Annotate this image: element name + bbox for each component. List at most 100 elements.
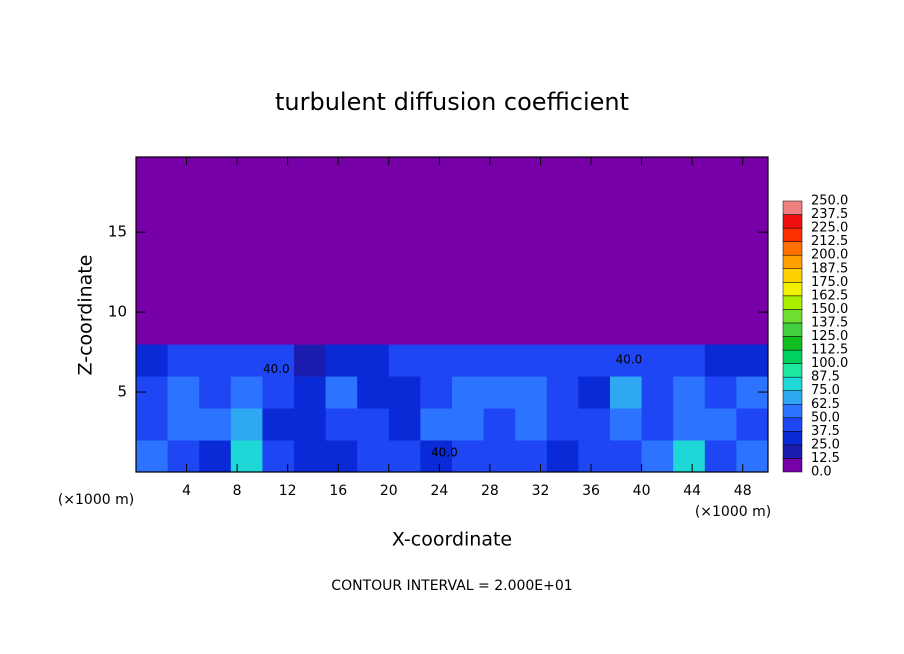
colorbar-tick-label: 25.0 [811,437,840,452]
colorbar-swatch [782,214,803,229]
heatmap-cell [704,248,737,281]
heatmap-cell [546,376,579,409]
colorbar-swatch [782,268,803,283]
heatmap-cell [262,248,295,281]
heatmap-cell [610,216,643,249]
heatmap-cell [357,408,390,441]
x-tick-label: 12 [279,483,297,499]
heatmap-cell [357,248,390,281]
colorbar-swatch [782,390,803,405]
heatmap-cell [578,312,611,345]
heatmap-cell [483,344,516,377]
heatmap-cell [578,280,611,313]
colorbar-swatch [782,254,803,269]
heatmap-cell [704,344,737,377]
heatmap-cell [136,440,169,472]
heatmap-cell [199,344,232,377]
heatmap-cell [704,280,737,313]
colorbar-tick-label: 162.5 [811,288,848,303]
heatmap-cell [610,408,643,441]
heatmap-cell [515,184,548,217]
colorbar-tick-label: 212.5 [811,234,848,249]
heatmap-cell [230,216,263,249]
heatmap-cell [736,157,768,185]
heatmap-cell [483,216,516,249]
heatmap-cell [641,157,674,185]
heatmap-cell [483,157,516,185]
heatmap-cell [641,440,674,472]
heatmap-cell [452,440,485,472]
heatmap-cell [673,408,706,441]
heatmap-cell [515,280,548,313]
heatmap-cell [546,408,579,441]
colorbar-swatch [782,458,803,473]
x-axis-label: X-coordinate [392,529,512,551]
heatmap-cell [388,376,421,409]
colorbar-tick-label: 237.5 [811,207,848,222]
colorbar-tick-label: 175.0 [811,275,848,290]
heatmap-cell [294,344,327,377]
x-tick-label: 44 [683,483,701,499]
heatmap-cell [641,376,674,409]
heatmap-cell [199,408,232,441]
heatmap-cell [578,408,611,441]
heatmap-cell [546,440,579,472]
heatmap-cell [736,440,768,472]
colorbar-tick-label: 75.0 [811,383,840,398]
colorbar-tick-label: 250.0 [811,194,848,209]
heatmap-cell [357,157,390,185]
heatmap-cell [199,157,232,185]
heatmap-cell [136,408,169,441]
colorbar-swatch [782,322,803,337]
heatmap-cell [641,280,674,313]
heatmap-cell [262,344,295,377]
heatmap-cell [546,280,579,313]
heatmap-cell [673,440,706,472]
colorbar-swatch [782,363,803,378]
heatmap-cell [357,344,390,377]
heatmap-cell [420,184,453,217]
heatmap-cell [420,344,453,377]
x-unit-label: (×1000 m) [695,504,771,520]
heatmap-cell [167,280,200,313]
heatmap-cell [136,184,169,217]
heatmap-cell [420,440,453,472]
heatmap-cell [704,376,737,409]
heatmap-cell [578,216,611,249]
heatmap-cell [325,184,358,217]
colorbar-tick-label: 137.5 [811,315,848,330]
heatmap-cell [452,184,485,217]
colorbar-swatch [782,417,803,432]
heatmap-cell [262,216,295,249]
heatmap-cell [610,184,643,217]
heatmap-cell [167,184,200,217]
plot-frame [135,156,769,473]
heatmap-cell [294,408,327,441]
heatmap-cell [515,376,548,409]
heatmap-cell [483,440,516,472]
heatmap-cell [736,248,768,281]
heatmap-cell [704,312,737,345]
colorbar-swatch [782,349,803,364]
heatmap-cell [199,280,232,313]
colorbar-swatch [782,227,803,242]
heatmap-cell [546,248,579,281]
heatmap-cell [546,344,579,377]
heatmap-cell [515,216,548,249]
heatmap-cell [388,184,421,217]
heatmap-cell [325,408,358,441]
colorbar-swatch [782,295,803,310]
heatmap-cell [388,312,421,345]
x-tick-label: 28 [481,483,499,499]
colorbar-tick-label: 0.0 [811,465,832,480]
colorbar-swatch [782,241,803,256]
heatmap-cell [610,376,643,409]
heatmap-cell [262,312,295,345]
heatmap-cell [673,344,706,377]
heatmap-cell [452,408,485,441]
heatmap-cell [673,376,706,409]
heatmap-cell [452,248,485,281]
heatmap-cell [610,312,643,345]
heatmap-cell [262,376,295,409]
